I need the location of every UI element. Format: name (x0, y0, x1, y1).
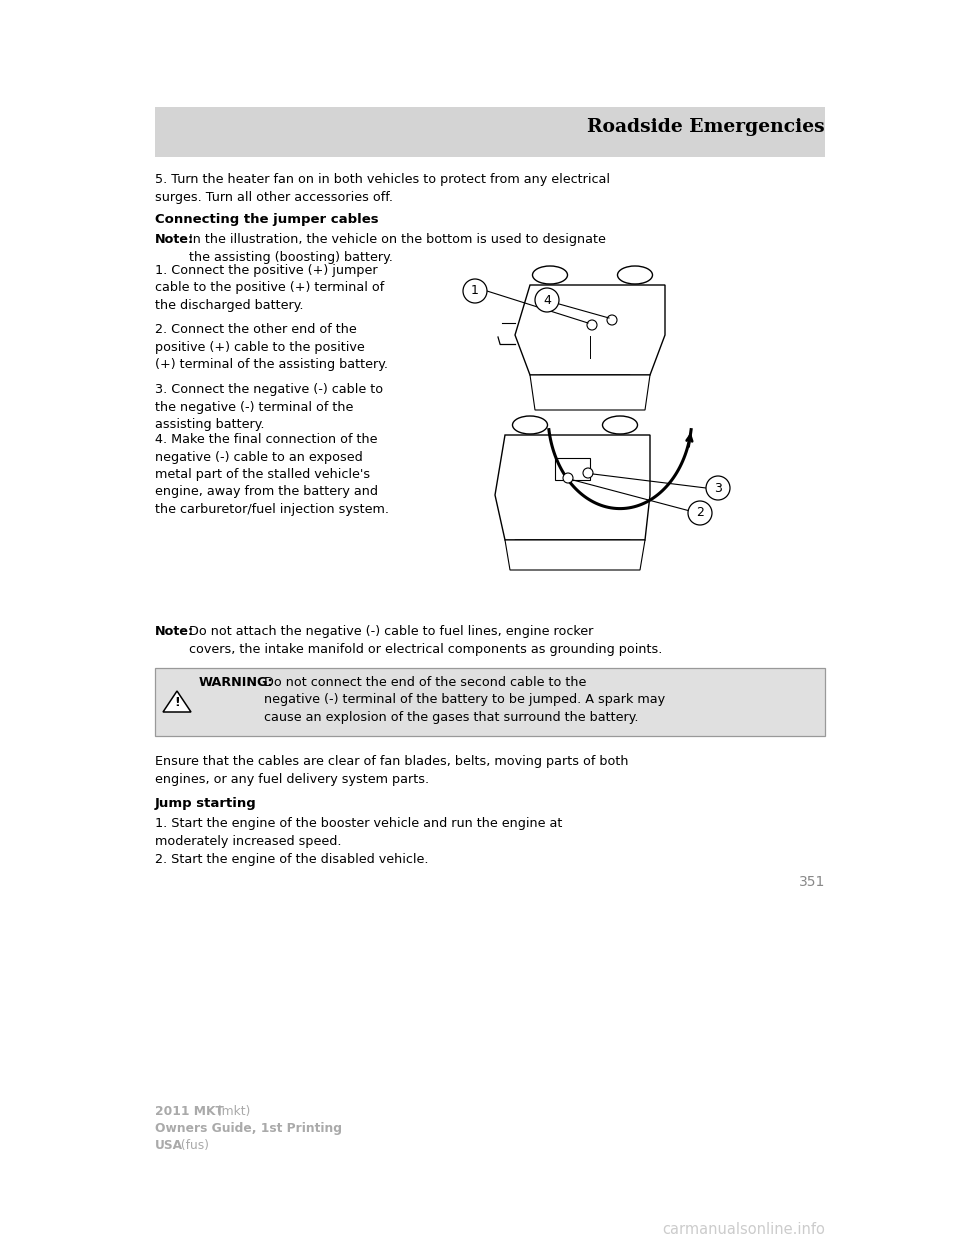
Text: Do not attach the negative (-) cable to fuel lines, engine rocker
covers, the in: Do not attach the negative (-) cable to … (189, 625, 662, 656)
Text: 2: 2 (696, 507, 704, 519)
Circle shape (583, 468, 593, 478)
Text: Do not connect the end of the second cable to the
negative (-) terminal of the b: Do not connect the end of the second cab… (264, 676, 665, 724)
FancyBboxPatch shape (155, 107, 825, 156)
Polygon shape (505, 540, 645, 570)
Text: Roadside Emergencies: Roadside Emergencies (588, 118, 825, 137)
Text: !: ! (174, 697, 180, 709)
Text: In the illustration, the vehicle on the bottom is used to designate
the assistin: In the illustration, the vehicle on the … (189, 233, 606, 263)
Text: 4. Make the final connection of the
negative (-) cable to an exposed
metal part : 4. Make the final connection of the nega… (155, 433, 389, 515)
Text: Note:: Note: (155, 233, 194, 246)
Text: Ensure that the cables are clear of fan blades, belts, moving parts of both
engi: Ensure that the cables are clear of fan … (155, 755, 629, 785)
Text: 3: 3 (714, 482, 722, 494)
Circle shape (535, 288, 559, 312)
Circle shape (563, 473, 573, 483)
Circle shape (688, 501, 712, 525)
Circle shape (463, 279, 487, 303)
Polygon shape (515, 540, 630, 565)
Text: 1. Connect the positive (+) jumper
cable to the positive (+) terminal of
the dis: 1. Connect the positive (+) jumper cable… (155, 265, 384, 312)
Circle shape (607, 315, 617, 325)
Polygon shape (540, 375, 630, 400)
Text: (mkt): (mkt) (213, 1105, 251, 1118)
Circle shape (587, 320, 597, 330)
Text: 2011 MKT: 2011 MKT (155, 1105, 224, 1118)
Polygon shape (495, 435, 650, 540)
Text: 4: 4 (543, 293, 551, 307)
Text: Note:: Note: (155, 625, 194, 638)
Text: WARNING:: WARNING: (199, 676, 274, 689)
Text: carmanualsonline.info: carmanualsonline.info (662, 1222, 825, 1237)
Text: 5. Turn the heater fan on in both vehicles to protect from any electrical
surges: 5. Turn the heater fan on in both vehicl… (155, 173, 610, 204)
Text: 351: 351 (799, 876, 825, 889)
Text: 2. Connect the other end of the
positive (+) cable to the positive
(+) terminal : 2. Connect the other end of the positive… (155, 323, 388, 371)
Text: (fus): (fus) (177, 1139, 209, 1153)
Polygon shape (163, 691, 191, 712)
Circle shape (706, 476, 730, 501)
FancyBboxPatch shape (555, 458, 590, 479)
FancyBboxPatch shape (155, 668, 825, 737)
Text: 1. Start the engine of the booster vehicle and run the engine at
moderately incr: 1. Start the engine of the booster vehic… (155, 817, 563, 847)
Text: 3. Connect the negative (-) cable to
the negative (-) terminal of the
assisting : 3. Connect the negative (-) cable to the… (155, 383, 383, 431)
Polygon shape (515, 284, 665, 375)
Text: Owners Guide, 1st Printing: Owners Guide, 1st Printing (155, 1122, 342, 1135)
Text: 1: 1 (471, 284, 479, 298)
Text: Connecting the jumper cables: Connecting the jumper cables (155, 212, 378, 226)
Polygon shape (530, 375, 650, 410)
Text: USA: USA (155, 1139, 183, 1153)
Text: 2. Start the engine of the disabled vehicle.: 2. Start the engine of the disabled vehi… (155, 853, 428, 866)
Text: Jump starting: Jump starting (155, 797, 256, 810)
